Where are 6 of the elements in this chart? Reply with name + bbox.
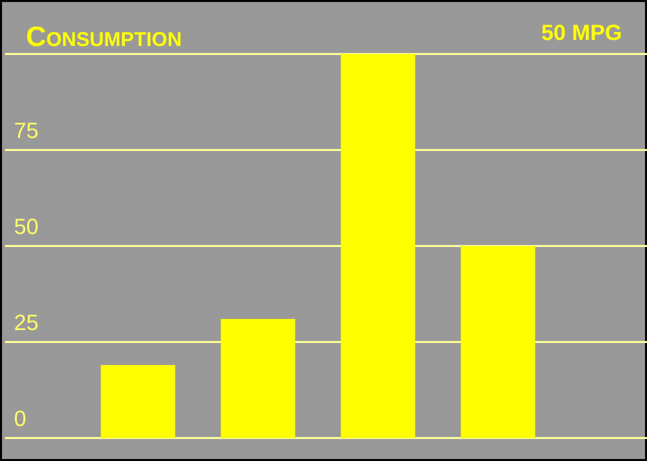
y-tick-label: 0 bbox=[14, 406, 26, 431]
y-tick-label: 25 bbox=[14, 310, 38, 335]
y-tick-label: 50 bbox=[14, 214, 38, 239]
chart-title: Consumption bbox=[26, 21, 182, 52]
y-tick-label: 75 bbox=[14, 118, 38, 143]
chart-subtitle: 50 MPG bbox=[541, 20, 622, 45]
